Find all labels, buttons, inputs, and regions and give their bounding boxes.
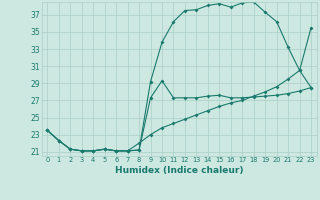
X-axis label: Humidex (Indice chaleur): Humidex (Indice chaleur) bbox=[115, 166, 244, 175]
